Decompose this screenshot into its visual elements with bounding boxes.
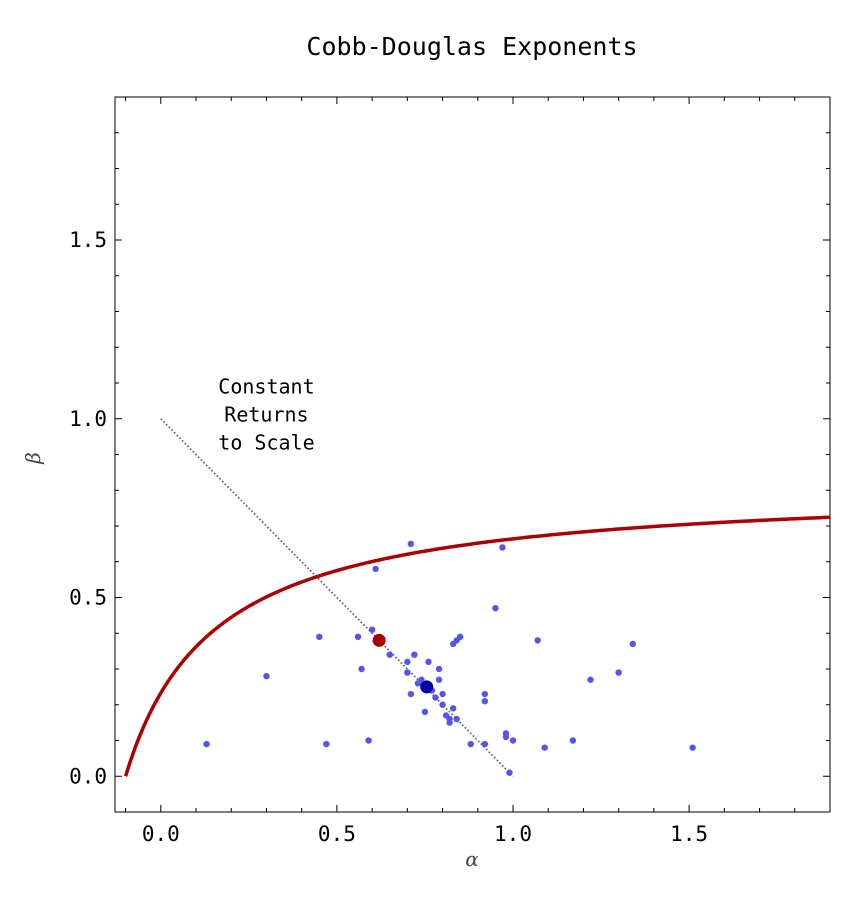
data-point	[421, 708, 429, 716]
data-point	[432, 694, 439, 701]
data-point	[425, 658, 432, 666]
annotation-line: Constant	[218, 375, 314, 399]
data-point	[502, 733, 510, 741]
annotation-line: Returns	[224, 403, 308, 427]
data-point	[316, 633, 323, 641]
y-tick-label: 0.0	[69, 764, 107, 788]
data-point	[534, 637, 541, 644]
data-point	[439, 690, 446, 698]
data-point	[467, 740, 474, 748]
data-point	[386, 651, 393, 658]
data-point	[358, 665, 365, 673]
data-point	[354, 633, 362, 641]
data-point	[481, 697, 489, 705]
plot-content	[123, 418, 830, 777]
data-point	[453, 715, 460, 723]
data-point	[407, 540, 415, 548]
data-point	[404, 669, 411, 676]
data-point	[365, 737, 372, 744]
data-point	[615, 669, 622, 676]
fitted-curve	[123, 515, 830, 777]
data-point	[323, 740, 330, 748]
data-point	[629, 640, 636, 648]
annotation-line: to Scale	[218, 431, 314, 455]
data-point	[263, 672, 270, 680]
data-point	[418, 676, 425, 683]
data-point	[541, 744, 548, 751]
x-tick-label: 1.0	[494, 822, 532, 846]
mean-point	[420, 680, 434, 694]
data-point	[372, 565, 379, 573]
intersection-point	[372, 633, 386, 647]
data-point	[481, 740, 489, 748]
data-point	[506, 769, 513, 776]
x-tick-label: 0.5	[318, 822, 356, 846]
data-point	[446, 715, 453, 723]
data-point	[449, 705, 457, 712]
data-point	[509, 737, 517, 744]
x-tick-label: 0.0	[142, 822, 180, 846]
data-point	[439, 701, 446, 708]
chart-title: Cobb-Douglas Exponents	[306, 32, 637, 61]
data-point	[368, 626, 376, 633]
data-point	[689, 744, 696, 751]
y-axis-label: β	[21, 452, 45, 465]
data-point	[411, 651, 418, 658]
y-tick-label: 1.5	[69, 228, 107, 252]
data-point	[492, 605, 499, 612]
data-point	[499, 544, 506, 551]
constant-returns-line	[160, 418, 514, 777]
y-tick-label: 0.5	[69, 586, 107, 610]
data-point	[456, 633, 464, 641]
data-point	[435, 676, 443, 683]
data-point	[404, 658, 411, 666]
data-point	[481, 690, 489, 698]
data-point	[203, 740, 210, 748]
x-axis-label: α	[465, 847, 479, 871]
data-point	[435, 665, 443, 673]
data-point	[569, 737, 577, 744]
plot-area: 0.0 0.5 1.0 1.5 0.0 0.5 1.0 1.5 Constant Returns t…	[69, 96, 831, 846]
data-point	[587, 676, 594, 683]
y-tick-label: 1.0	[69, 407, 107, 431]
x-tick-label: 1.5	[670, 822, 708, 846]
data-point	[407, 690, 415, 698]
